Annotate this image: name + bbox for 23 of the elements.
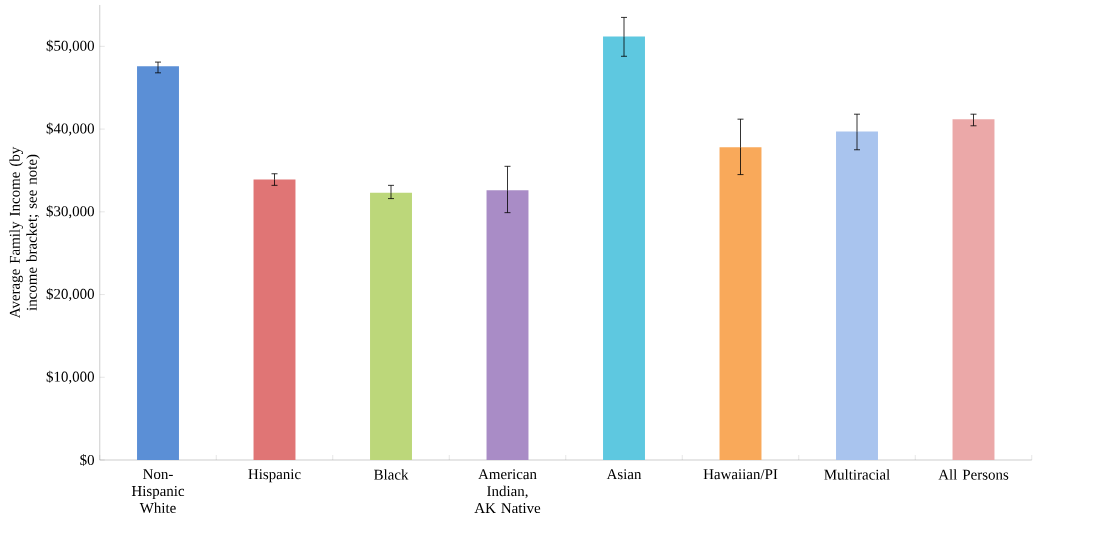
bar <box>952 119 995 460</box>
y-tick-label: $30,000 <box>46 205 94 219</box>
x-tick-label: All Persons <box>938 469 1009 480</box>
bar <box>836 131 878 460</box>
x-tick-label: Hawaiian/PI <box>703 469 778 480</box>
y-tick-label: $50,000 <box>46 39 94 53</box>
bar <box>370 192 412 460</box>
y-tick-label: $40,000 <box>46 122 94 136</box>
y-tick-label: $0 <box>80 454 94 466</box>
x-tick-label: American Indian, AK Native <box>474 469 541 514</box>
bar <box>137 66 179 460</box>
y-tick-label: $10,000 <box>46 370 94 384</box>
bar <box>603 36 645 460</box>
x-tick-label: Non-Hispanic White <box>131 469 185 514</box>
y-axis-title: Average Family Income (by income bracket; see note) <box>9 146 40 319</box>
bar <box>719 147 762 460</box>
x-tick-label: Multiracial <box>824 469 890 480</box>
x-tick-label: Black <box>374 469 409 480</box>
x-tick-label: Hispanic <box>248 469 301 483</box>
bar <box>253 179 296 460</box>
x-tick-label: Asian <box>606 469 642 480</box>
bar <box>486 190 529 460</box>
y-tick-label: $20,000 <box>46 287 94 302</box>
